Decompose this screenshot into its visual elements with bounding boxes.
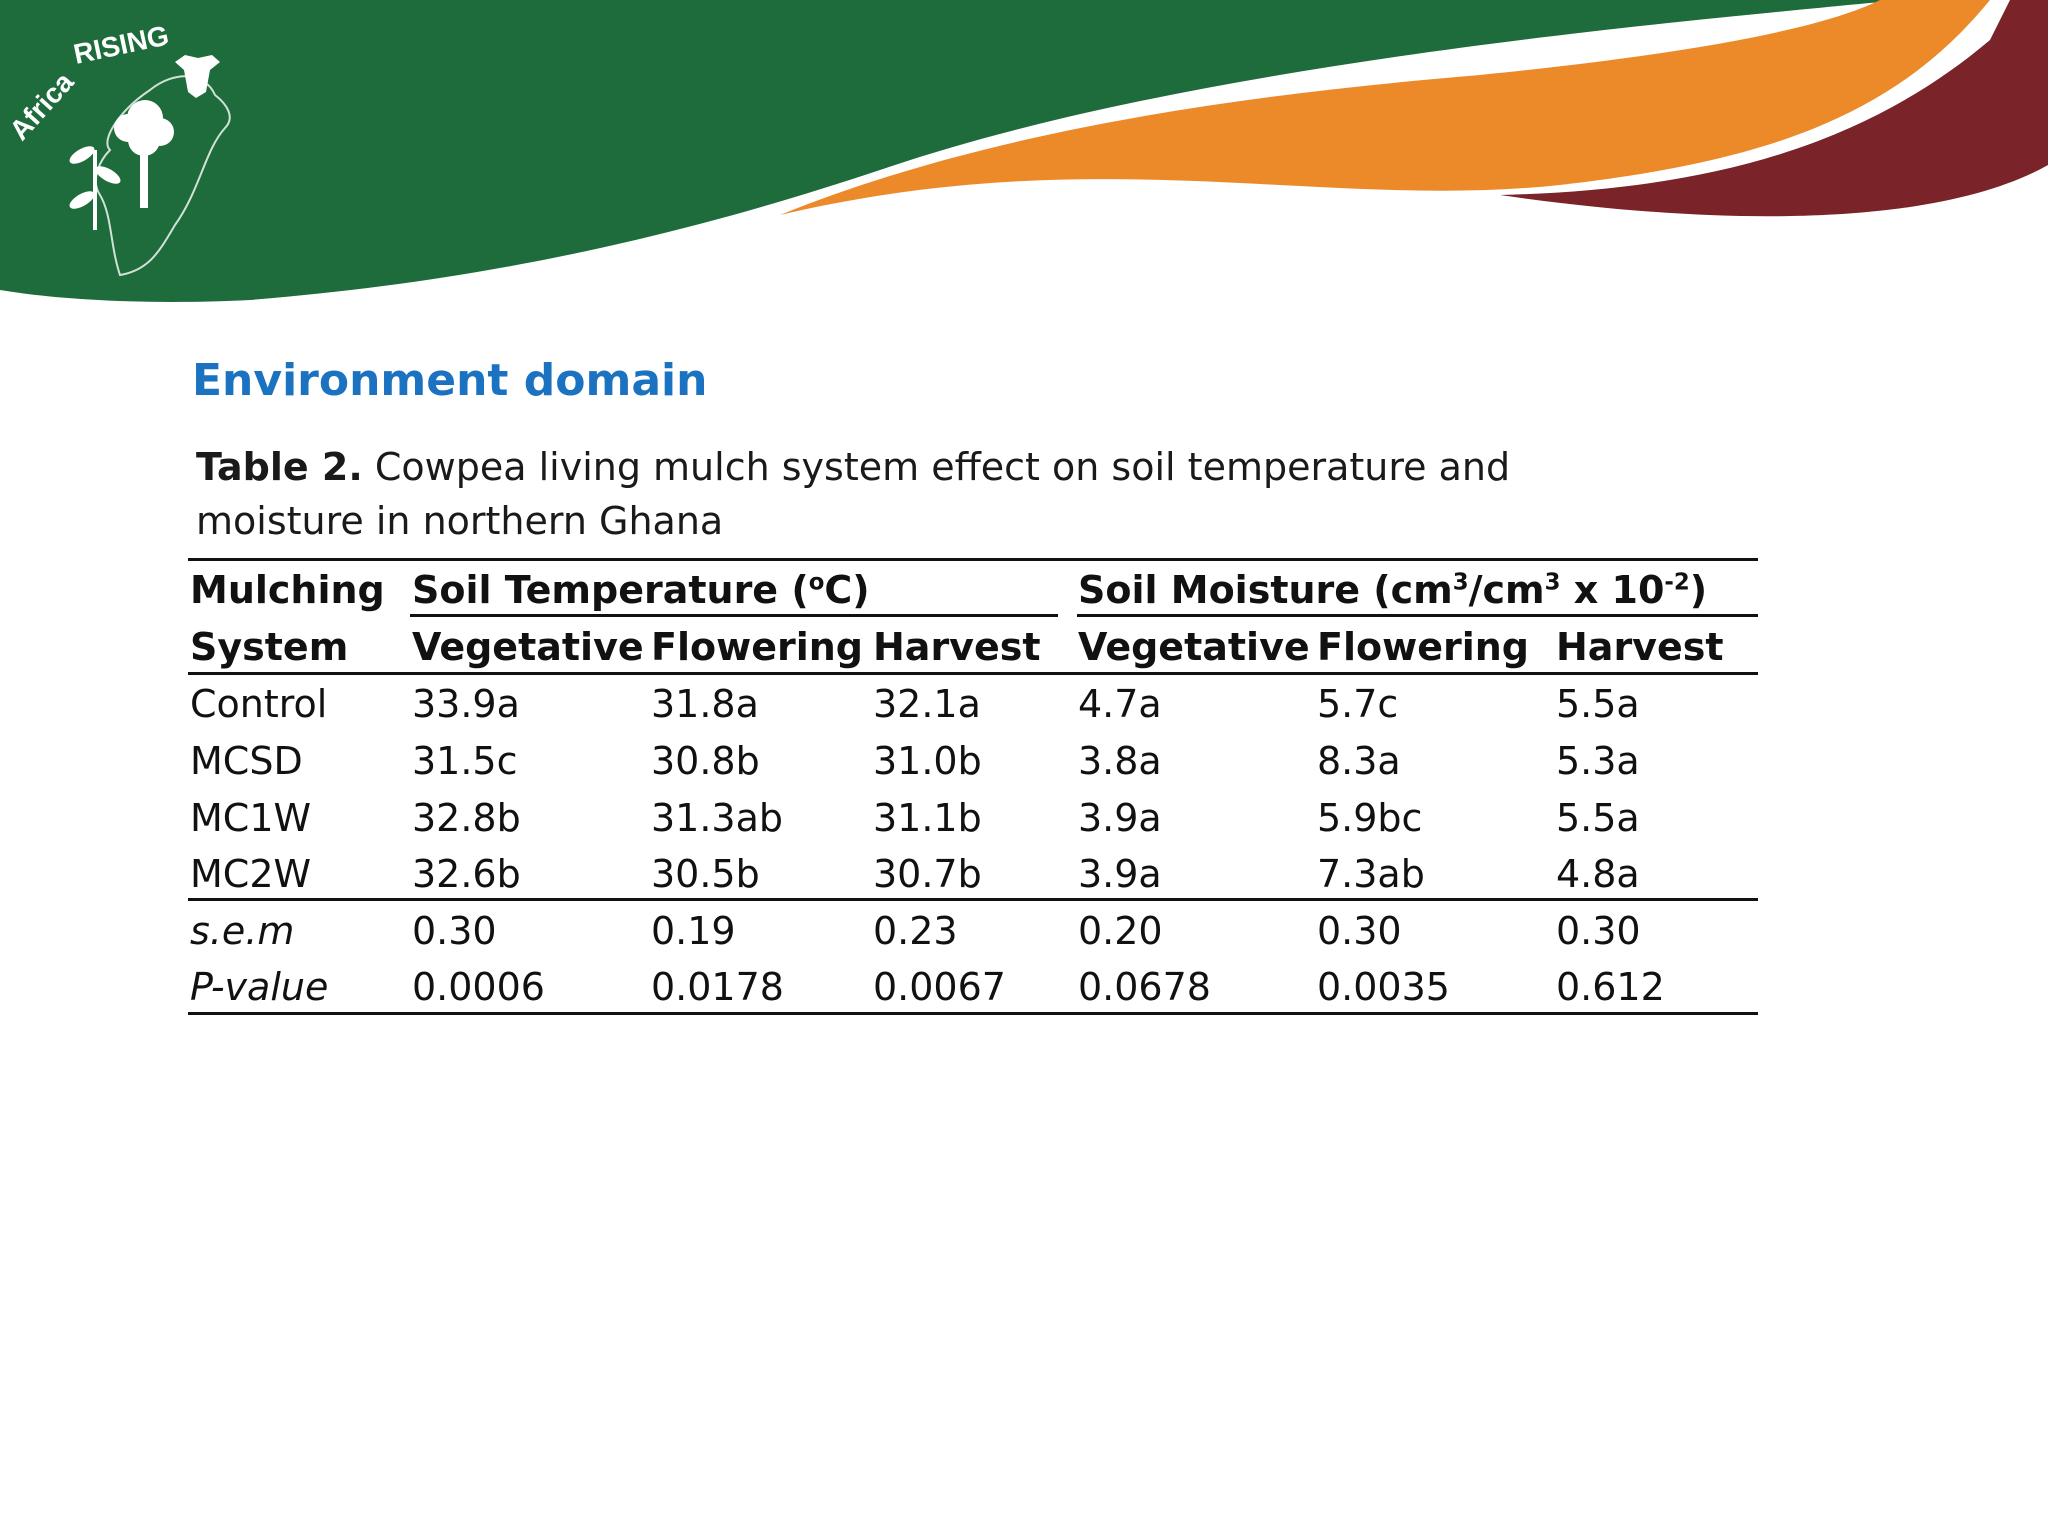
header-bottom-rule — [188, 672, 1758, 675]
table-cell: 30.5b — [651, 852, 760, 896]
row-header-top: Mulching — [190, 568, 385, 612]
plant-icon — [69, 146, 121, 230]
africa-outline — [94, 75, 231, 277]
table-cell: 0.20 — [1078, 909, 1163, 953]
table-cell: 4.8a — [1556, 852, 1640, 896]
stats-label: s.e.m — [190, 909, 295, 953]
table-cell: 3.9a — [1078, 796, 1162, 840]
table-cell: 0.612 — [1556, 965, 1665, 1009]
section-title: Environment domain — [192, 355, 708, 406]
table-cell: 3.8a — [1078, 739, 1162, 783]
table-cell: 0.23 — [873, 909, 958, 953]
table-cell: 7.3ab — [1317, 852, 1425, 896]
tree-icon — [114, 100, 174, 208]
table-cell: 31.5c — [412, 739, 518, 783]
header-banner: Africa RISING — [0, 0, 2048, 302]
row-label: MCSD — [190, 739, 303, 783]
caption-text: Cowpea living mulch system effect on soi… — [196, 445, 1511, 543]
table-cell: 0.30 — [1317, 909, 1402, 953]
table-cell: 0.30 — [1556, 909, 1641, 953]
table-cell: 8.3a — [1317, 739, 1401, 783]
moist-group-underline — [1077, 614, 1758, 617]
green-swoosh — [0, 0, 1900, 302]
table-cell: 32.6b — [412, 852, 521, 896]
table-cell: 31.8a — [651, 682, 759, 726]
table-cell: 0.0035 — [1317, 965, 1450, 1009]
column-header: Harvest — [873, 625, 1041, 669]
table-cell: 0.30 — [412, 909, 497, 953]
table-cell: 30.8b — [651, 739, 760, 783]
table-cell: 0.19 — [651, 909, 736, 953]
table-bottom-rule — [188, 1012, 1758, 1015]
table-cell: 31.0b — [873, 739, 982, 783]
table-cell: 32.1a — [873, 682, 981, 726]
orange-swoosh — [780, 0, 1990, 215]
group-header-soil-temperature: Soil Temperature (oC) — [412, 568, 870, 612]
row-label: MC1W — [190, 796, 312, 840]
caption-label: Table 2. — [196, 445, 363, 489]
table-cell: 5.3a — [1556, 739, 1640, 783]
table-cell: 31.3ab — [651, 796, 784, 840]
table-cell: 0.0678 — [1078, 965, 1211, 1009]
table-cell: 0.0178 — [651, 965, 784, 1009]
table-cell: 5.7c — [1317, 682, 1399, 726]
row-label: MC2W — [190, 852, 312, 896]
table-cell: 32.8b — [412, 796, 521, 840]
table-cell: 0.0067 — [873, 965, 1006, 1009]
temp-group-underline — [410, 614, 1058, 617]
table-caption: Table 2. Cowpea living mulch system effe… — [196, 440, 1556, 548]
table-cell: 31.1b — [873, 796, 982, 840]
row-header-bottom: System — [190, 625, 349, 669]
column-header: Vegetative — [412, 625, 644, 669]
row-label: Control — [190, 682, 328, 726]
table-cell: 30.7b — [873, 852, 982, 896]
column-header: Flowering — [1317, 625, 1529, 669]
table-cell: 4.7a — [1078, 682, 1162, 726]
maroon-swoosh — [1500, 0, 2048, 217]
table-top-rule — [188, 558, 1758, 561]
table-cell: 33.9a — [412, 682, 520, 726]
stats-label: P-value — [190, 965, 329, 1009]
column-header: Harvest — [1556, 625, 1724, 669]
table-cell: 5.9bc — [1317, 796, 1423, 840]
cow-icon — [175, 55, 220, 98]
table-cell: 0.0006 — [412, 965, 545, 1009]
body-bottom-rule — [188, 898, 1758, 901]
table-cell: 3.9a — [1078, 852, 1162, 896]
column-header: Flowering — [651, 625, 863, 669]
table-cell: 5.5a — [1556, 682, 1640, 726]
group-header-soil-moisture: Soil Moisture (cm3/cm3 x 10-2) — [1078, 568, 1708, 612]
table-cell: 5.5a — [1556, 796, 1640, 840]
column-header: Vegetative — [1078, 625, 1310, 669]
